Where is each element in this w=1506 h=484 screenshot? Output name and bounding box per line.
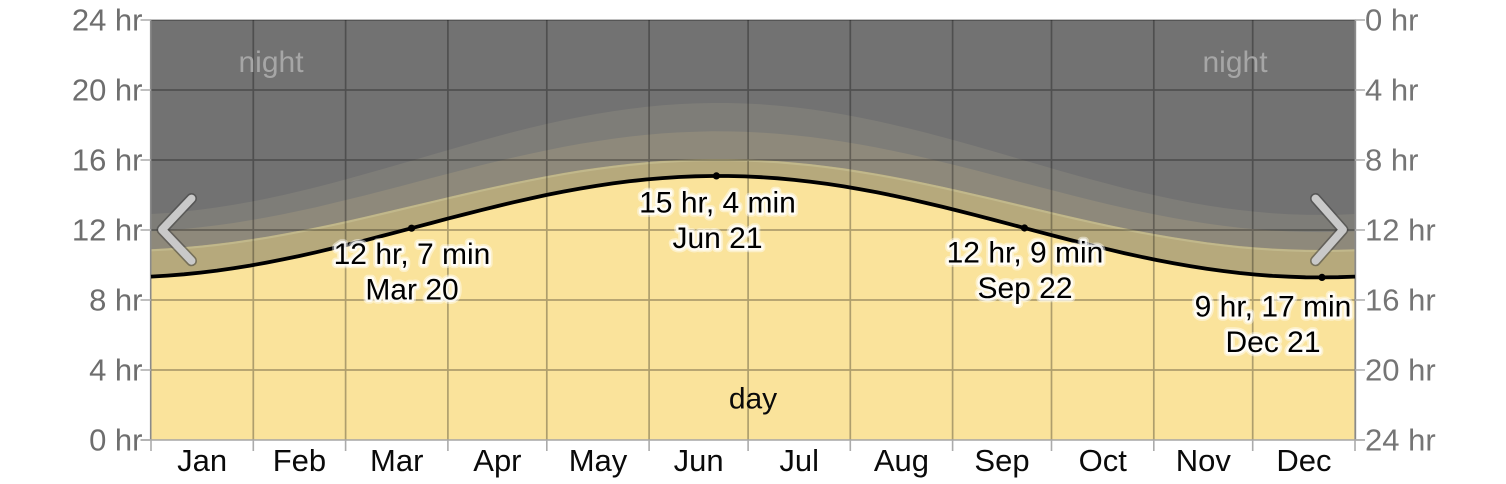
svg-text:night: night	[238, 46, 304, 79]
svg-text:15 hr, 4 min: 15 hr, 4 min	[639, 187, 796, 220]
svg-text:day: day	[729, 383, 777, 416]
svg-text:Dec: Dec	[1276, 443, 1331, 478]
svg-text:9 hr, 17 min: 9 hr, 17 min	[1195, 290, 1352, 323]
svg-text:Jun 21: Jun 21	[672, 222, 762, 255]
svg-text:Jan: Jan	[177, 443, 227, 478]
svg-text:Sep 22: Sep 22	[977, 272, 1072, 305]
svg-text:Feb: Feb	[273, 443, 326, 478]
svg-text:Dec 21: Dec 21	[1225, 326, 1320, 359]
svg-text:Mar 20: Mar 20	[365, 273, 458, 306]
svg-text:Aug: Aug	[874, 443, 929, 478]
svg-text:Oct: Oct	[1079, 443, 1128, 478]
svg-text:12 hr, 7 min: 12 hr, 7 min	[334, 238, 491, 271]
svg-text:Dec 21: Dec 21	[1225, 326, 1320, 359]
svg-text:Jun: Jun	[674, 443, 724, 478]
svg-text:Jun 21: Jun 21	[672, 222, 762, 255]
svg-text:4 hr: 4 hr	[89, 353, 142, 388]
svg-text:Sep: Sep	[974, 443, 1029, 478]
svg-text:12 hr, 9 min: 12 hr, 9 min	[947, 237, 1104, 270]
svg-text:May: May	[569, 443, 628, 478]
svg-text:16 hr: 16 hr	[72, 143, 143, 178]
svg-text:24 hr: 24 hr	[1365, 423, 1436, 458]
svg-text:12 hr, 7 min: 12 hr, 7 min	[334, 238, 491, 271]
svg-text:8 hr: 8 hr	[1365, 143, 1418, 178]
svg-text:Jul: Jul	[779, 443, 819, 478]
svg-text:0 hr: 0 hr	[1365, 3, 1418, 38]
svg-text:8 hr: 8 hr	[89, 283, 142, 318]
svg-text:Apr: Apr	[473, 443, 521, 478]
svg-text:Nov: Nov	[1176, 443, 1232, 478]
svg-text:12 hr, 9 min: 12 hr, 9 min	[947, 237, 1104, 270]
svg-text:9 hr, 17 min: 9 hr, 17 min	[1195, 290, 1352, 323]
svg-text:Sep 22: Sep 22	[977, 272, 1072, 305]
svg-text:Mar: Mar	[370, 443, 423, 478]
svg-text:12 hr: 12 hr	[1365, 213, 1436, 248]
svg-text:4 hr: 4 hr	[1365, 73, 1418, 108]
svg-text:20 hr: 20 hr	[72, 73, 143, 108]
svg-text:0 hr: 0 hr	[89, 423, 142, 458]
svg-text:15 hr, 4 min: 15 hr, 4 min	[639, 187, 796, 220]
svg-text:20 hr: 20 hr	[1365, 353, 1436, 388]
svg-text:12 hr: 12 hr	[72, 213, 143, 248]
svg-text:Mar 20: Mar 20	[365, 273, 458, 306]
svg-text:24 hr: 24 hr	[72, 3, 143, 38]
svg-text:16 hr: 16 hr	[1365, 283, 1436, 318]
svg-text:night: night	[1202, 46, 1268, 79]
